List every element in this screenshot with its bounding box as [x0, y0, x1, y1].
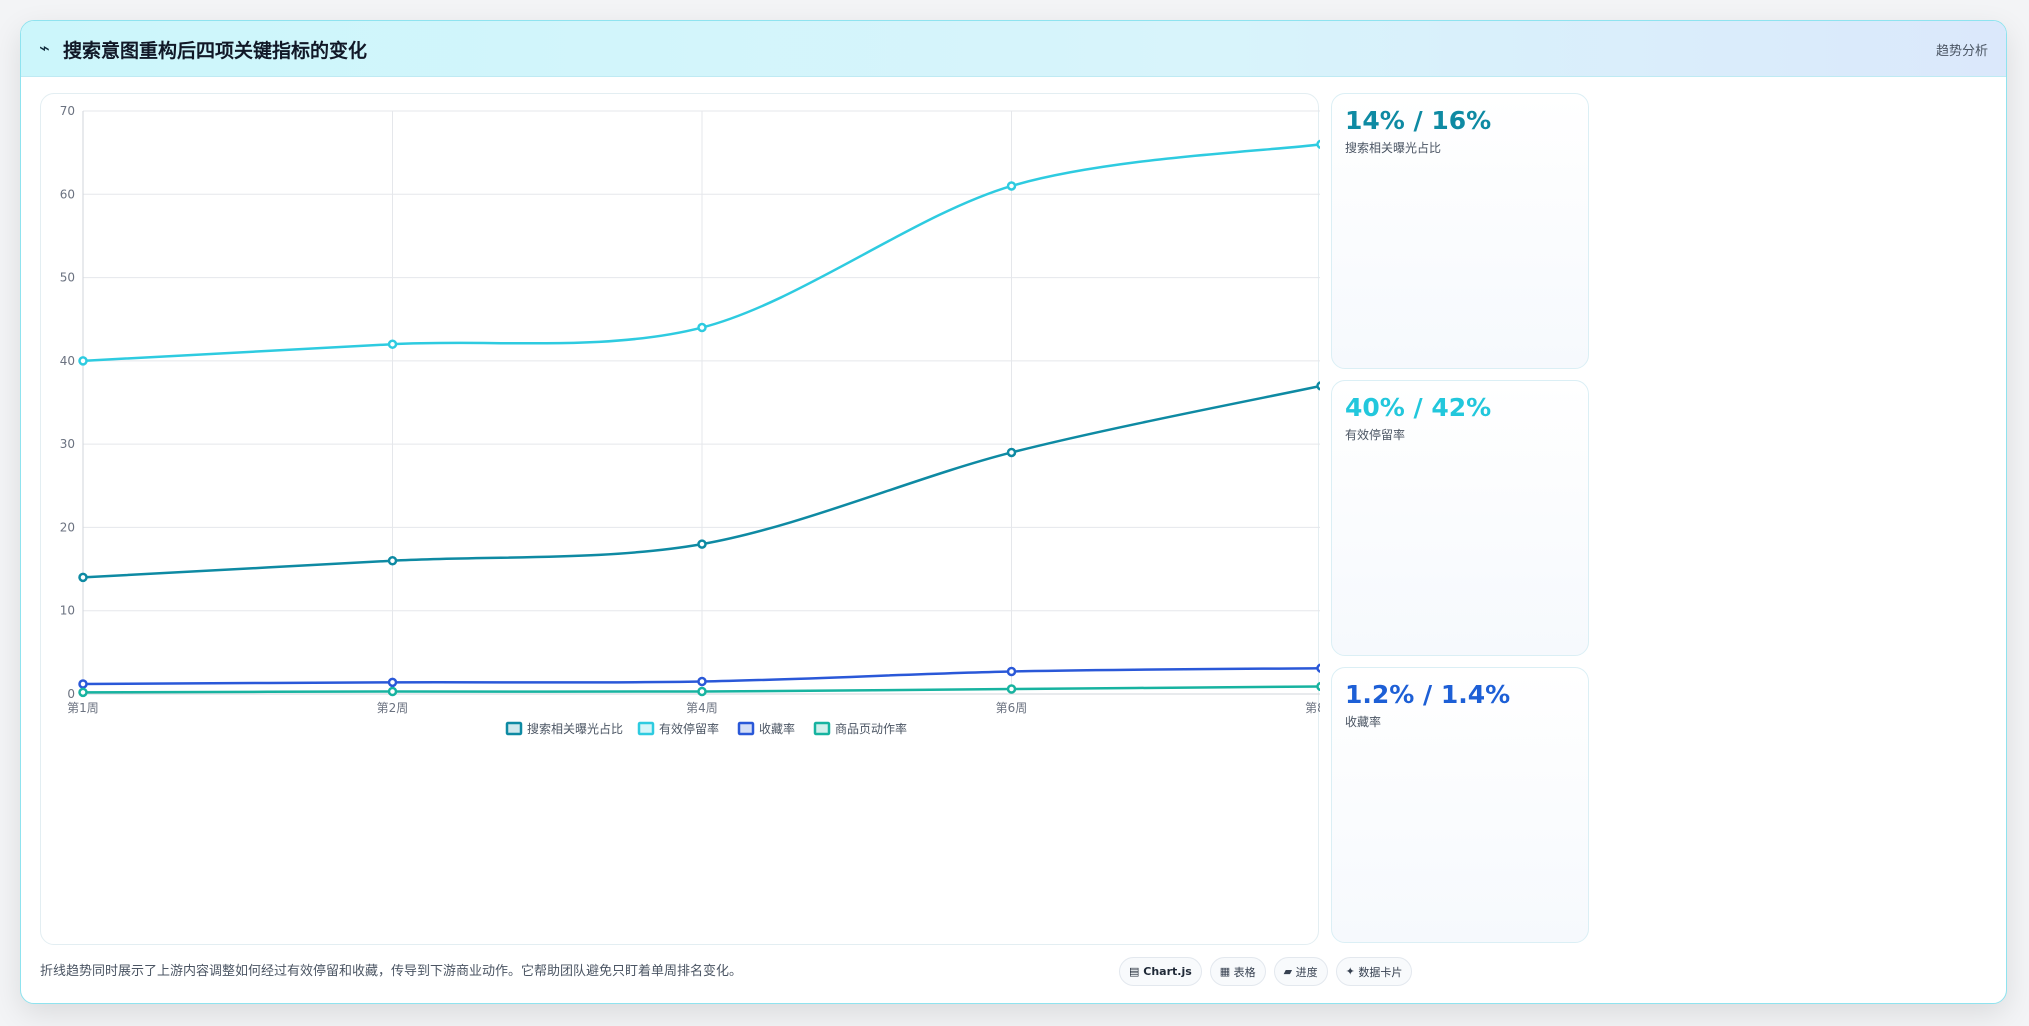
legend-label: 有效停留率: [659, 721, 719, 736]
sparkle-icon: ✦: [1345, 965, 1355, 978]
y-tick-label: 10: [60, 604, 75, 618]
data-point: [387, 339, 398, 349]
footer-description: 折线趋势同时展示了上游内容调整如何经过有效停留和收藏，传导到下游商业动作。它帮助…: [40, 964, 743, 979]
x-tick-label: 第8周: [1305, 701, 1320, 715]
kpi-card-dwell: 40% / 42% 有效停留率: [1331, 380, 1589, 656]
kpi-label: 搜索相关曝光占比: [1345, 141, 1442, 155]
data-point: [78, 687, 88, 698]
legend-label: 搜索相关曝光占比: [527, 721, 623, 736]
data-point: [1006, 684, 1017, 694]
data-point: [387, 686, 398, 697]
kpi-card-favorite: 1.2% / 1.4% 收藏率: [1331, 667, 1589, 943]
kpi-label: 有效停留率: [1345, 428, 1406, 442]
legend-swatch: [737, 721, 755, 736]
table-icon: ▦: [1219, 965, 1231, 978]
data-point: [1316, 681, 1320, 692]
card-title: 搜索意图重构后四项关键指标的变化: [63, 40, 368, 62]
y-tick-label: 0: [67, 687, 75, 701]
legend-swatch: [505, 721, 523, 736]
x-tick-label: 第2周: [377, 701, 409, 715]
kpi-label: 收藏率: [1345, 715, 1382, 729]
legend-label: 收藏率: [759, 721, 795, 736]
data-point: [697, 322, 707, 333]
chip-progress[interactable]: ▰ 进度: [1273, 957, 1328, 986]
legend-label: 商品页动作率: [835, 721, 907, 736]
data-point: [387, 555, 398, 566]
data-point: [1316, 139, 1320, 149]
chip-data-cards[interactable]: ✦ 数据卡片: [1335, 957, 1413, 986]
data-point: [1316, 381, 1320, 391]
kpi-value: 40% / 42%: [1345, 393, 1492, 422]
data-point: [697, 539, 707, 549]
y-tick-label: 70: [60, 104, 75, 118]
view-chips: ▤ Chart.js ▦ 表格 ▰ 进度 ✦ 数据卡片: [1119, 957, 1413, 986]
data-point: [387, 677, 398, 688]
chip-label: 进度: [1295, 965, 1318, 979]
y-tick-label: 50: [60, 271, 75, 285]
data-point: [1006, 181, 1017, 191]
line-chart: 0 10 20 30 40 50 60 70 第1周 第2周 第4周 第6周 第8周搜索相关曝光占比 有效…: [60, 104, 1320, 736]
data-point: [78, 572, 88, 583]
kpi-value: 14% / 16%: [1345, 106, 1492, 135]
data-point: [1006, 666, 1017, 677]
y-tick-label: 40: [60, 354, 75, 368]
x-tick-label: 第1周: [67, 701, 99, 715]
card-header: ⌁ 搜索意图重构后四项关键指标的变化 趋势分析: [21, 21, 2006, 77]
data-point: [697, 686, 707, 697]
y-tick-label: 20: [60, 520, 75, 534]
line-chart-panel: 0 10 20 30 40 50 60 70 第1周 第2周 第4周 第6周 第8周搜索相关曝光占比 有效…: [40, 93, 1320, 945]
analysis-tag: 趋势分析: [1935, 44, 1988, 59]
legend-swatch: [637, 721, 655, 736]
chip-table[interactable]: ▦ 表格: [1209, 957, 1266, 986]
progress-icon: ▰: [1283, 965, 1293, 978]
legend-swatch: [813, 721, 831, 736]
chip-label: 数据卡片: [1358, 965, 1403, 979]
x-tick-label: 第6周: [996, 701, 1028, 715]
data-point: [78, 356, 88, 366]
data-point: [1316, 663, 1320, 673]
data-point: [78, 679, 88, 689]
x-tick-label: 第4周: [686, 701, 718, 715]
data-point: [1006, 447, 1017, 458]
y-tick-label: 30: [60, 437, 75, 451]
data-point: [697, 676, 707, 687]
y-tick-label: 60: [60, 187, 75, 201]
chart-icon: ▤: [1129, 965, 1140, 978]
chart-card: ⌁ 搜索意图重构后四项关键指标的变化 趋势分析 0 10 20 30 40 50 60 70 第…: [20, 20, 2007, 1004]
chip-chartjs[interactable]: ▤ Chart.js: [1119, 957, 1202, 986]
chip-label: 表格: [1233, 965, 1256, 979]
kpi-value: 1.2% / 1.4%: [1345, 680, 1511, 709]
chip-label: Chart.js: [1143, 965, 1192, 978]
trend-icon: ⌁: [39, 38, 50, 59]
kpi-card-exposure: 14% / 16% 搜索相关曝光占比: [1331, 93, 1589, 369]
